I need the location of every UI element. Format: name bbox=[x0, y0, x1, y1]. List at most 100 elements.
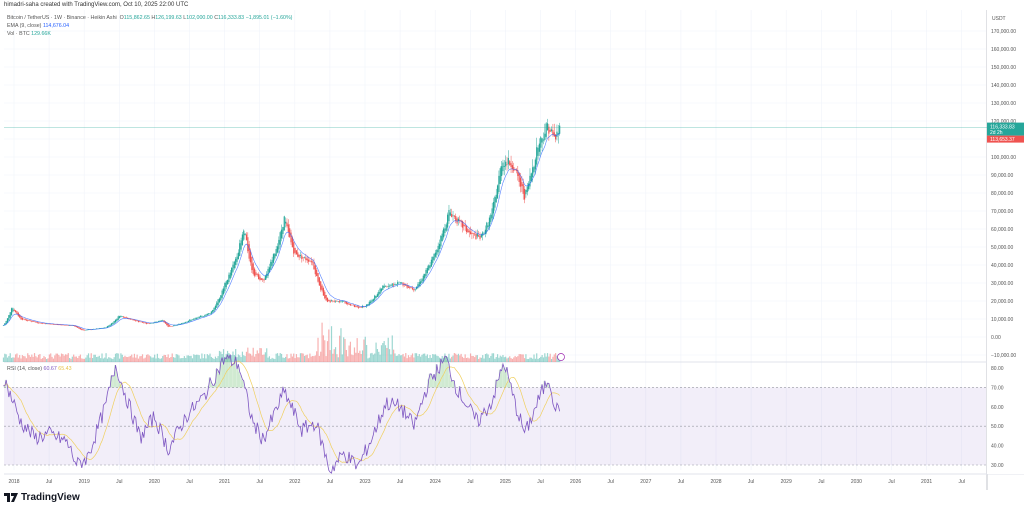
candle bbox=[518, 173, 520, 183]
rsi-overbought-fill bbox=[230, 365, 232, 388]
candle bbox=[384, 286, 387, 287]
rsi-overbought-fill bbox=[212, 385, 215, 388]
time-tick-label: 2031 bbox=[921, 479, 932, 485]
volume-bar bbox=[83, 358, 86, 362]
candle bbox=[275, 249, 277, 257]
ema-legend[interactable]: EMA (9, close) 114,676.04 bbox=[7, 22, 292, 30]
candle bbox=[294, 247, 296, 253]
volume-bar bbox=[494, 358, 496, 362]
time-tick-label: 2024 bbox=[430, 479, 441, 485]
candle bbox=[548, 126, 550, 134]
volume-bar bbox=[98, 355, 100, 362]
candle bbox=[222, 288, 225, 295]
candle bbox=[90, 329, 92, 331]
candle bbox=[480, 234, 482, 238]
rsi-overbought-fill bbox=[448, 374, 451, 388]
price-tick-label: 120,000.00 bbox=[991, 119, 1016, 125]
candle bbox=[290, 232, 292, 243]
time-tick-label: 2021 bbox=[219, 479, 230, 485]
volume-bar bbox=[523, 358, 526, 362]
candle bbox=[232, 264, 234, 272]
volume-bar bbox=[421, 354, 423, 362]
candle bbox=[339, 301, 341, 303]
rsi-overbought-fill bbox=[500, 370, 502, 388]
volume-bar bbox=[436, 355, 438, 362]
price-tick-label: 150,000.00 bbox=[991, 65, 1016, 71]
rsi-overbought-fill bbox=[119, 382, 122, 388]
symbol-name[interactable]: Bitcoin / TetherUS · 1W · Binance · Heik… bbox=[7, 15, 117, 21]
candle bbox=[405, 284, 407, 286]
volume-bar bbox=[488, 357, 491, 362]
candle bbox=[556, 131, 558, 137]
chart-canvas[interactable]: USDT 170,000.00 160,000.00 150,000.00 140,00… bbox=[0, 0, 1024, 490]
dividend-event-icon[interactable] bbox=[557, 353, 565, 361]
candle bbox=[383, 285, 385, 288]
rsi-legend[interactable]: RSI (14, close) 60.67 65.43 bbox=[7, 366, 72, 372]
volume-bar bbox=[39, 354, 41, 362]
candle bbox=[43, 323, 45, 324]
rsi-overbought-fill bbox=[496, 380, 498, 388]
volume-bar bbox=[424, 353, 426, 362]
chart-legend: Bitcoin / TetherUS · 1W · Binance · Heik… bbox=[7, 14, 292, 38]
candle bbox=[123, 316, 125, 318]
rsi-overbought-fill bbox=[431, 379, 434, 388]
candle bbox=[139, 321, 141, 323]
candle bbox=[312, 261, 314, 263]
candle bbox=[168, 325, 171, 327]
candle bbox=[193, 318, 195, 320]
volume-bar bbox=[212, 357, 214, 362]
volume-bar bbox=[244, 356, 246, 362]
volume-bar bbox=[401, 355, 403, 362]
candle bbox=[432, 256, 434, 264]
candle bbox=[194, 318, 196, 320]
candle bbox=[525, 189, 527, 195]
volume-bar bbox=[372, 354, 374, 362]
candle bbox=[224, 282, 226, 292]
candle bbox=[82, 329, 84, 331]
candle bbox=[83, 329, 86, 331]
candle bbox=[295, 250, 298, 255]
candle bbox=[492, 201, 495, 214]
volume-bar bbox=[318, 355, 320, 362]
volume-bar bbox=[553, 354, 555, 362]
ema-price-label: 113,653.37 bbox=[990, 137, 1015, 143]
close-value: 116,333.83 bbox=[218, 15, 245, 21]
candle bbox=[545, 123, 547, 137]
candle bbox=[150, 323, 152, 324]
ema-price-badge bbox=[987, 135, 1024, 143]
volume-bar bbox=[383, 341, 385, 362]
candle bbox=[170, 325, 172, 327]
volume-group bbox=[2, 322, 561, 362]
rsi-overbought-fill bbox=[120, 385, 123, 388]
candle bbox=[209, 313, 211, 314]
tradingview-logo[interactable]: TradingView bbox=[4, 492, 80, 503]
rsi-overbought-fill bbox=[439, 358, 442, 388]
volume-bar bbox=[35, 356, 37, 362]
volume-bar bbox=[272, 358, 275, 362]
volume-legend[interactable]: Vol · BTC 129.66K bbox=[7, 30, 292, 38]
volume-bar bbox=[509, 356, 511, 362]
candle bbox=[320, 281, 322, 290]
volume-bar bbox=[340, 328, 342, 362]
candle bbox=[47, 323, 49, 325]
volume-bar bbox=[162, 356, 164, 362]
candle bbox=[436, 249, 438, 255]
candle bbox=[374, 295, 376, 301]
volume-bar bbox=[326, 341, 329, 362]
candle bbox=[349, 304, 352, 306]
candle bbox=[270, 261, 272, 270]
candle bbox=[159, 320, 161, 322]
candle bbox=[248, 244, 250, 259]
rsi-overbought-fill bbox=[231, 364, 234, 388]
volume-bar bbox=[127, 357, 129, 362]
candle bbox=[325, 294, 327, 301]
candle bbox=[37, 322, 40, 324]
volume-bar bbox=[380, 345, 383, 362]
volume-bar bbox=[175, 354, 177, 362]
candle bbox=[406, 285, 408, 288]
volume-bar bbox=[70, 358, 72, 362]
candle bbox=[71, 325, 73, 326]
volume-bar bbox=[202, 358, 204, 362]
rsi-overbought-fill bbox=[115, 371, 118, 388]
volume-bar bbox=[12, 357, 14, 362]
